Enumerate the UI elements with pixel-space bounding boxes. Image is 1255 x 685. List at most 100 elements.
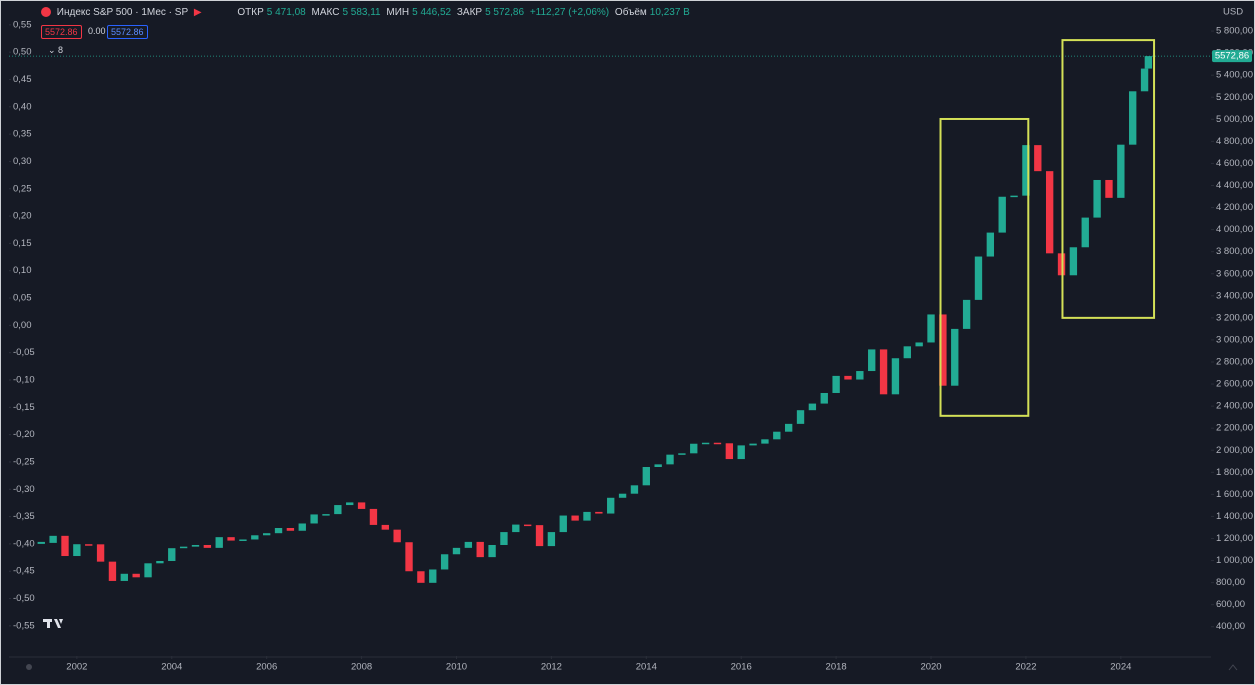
y2-tick-label: -0,20 [13, 429, 35, 440]
y-tick-label: 2 600,00 [1216, 379, 1253, 390]
y2-tick-label: 0,10 [13, 265, 32, 276]
y-tick-label: 2 200,00 [1216, 423, 1253, 434]
candle [879, 349, 888, 395]
candle [832, 375, 840, 393]
high-label: МАКС [311, 7, 340, 18]
candle [1140, 68, 1149, 92]
y-tick-label: 3 000,00 [1216, 334, 1253, 345]
candle [761, 439, 769, 444]
y-tick-label: 2 400,00 [1216, 401, 1253, 412]
indicator-toggle[interactable]: ⌄ 8 [48, 45, 64, 55]
close: 5 572,86 [485, 7, 525, 18]
candle [986, 232, 995, 257]
y-tick-label: 1 800,00 [1216, 467, 1253, 478]
candle [868, 349, 876, 372]
candle [701, 442, 710, 445]
change: +112,27 (+2,06%) [529, 7, 610, 18]
volume-label: Объём [614, 7, 647, 18]
candle [773, 431, 781, 440]
candle [476, 541, 484, 558]
y2-tick-label: -0,55 [13, 620, 35, 631]
candle [132, 573, 140, 578]
y-tick-label: 5 000,00 [1216, 114, 1253, 125]
candle [357, 502, 366, 509]
candle [203, 544, 212, 548]
candle [820, 392, 828, 404]
candle [1010, 195, 1018, 198]
candle [73, 544, 81, 557]
volume: 10,237 B [649, 7, 690, 18]
candle [464, 541, 473, 548]
x-tick-label: 2014 [636, 662, 657, 673]
y2-tick-label: 0,45 [13, 74, 32, 85]
y-tick-label: 1 000,00 [1216, 555, 1253, 566]
candle [749, 443, 757, 446]
x-tick-label: 2016 [731, 662, 752, 673]
candle [191, 544, 200, 547]
candle [547, 532, 556, 547]
candle [939, 314, 947, 386]
candle [618, 493, 627, 498]
candle [654, 464, 662, 468]
x-tick-label: 2018 [826, 662, 847, 673]
y-tick-label: 400,00 [1216, 621, 1245, 632]
candle [1069, 247, 1078, 276]
candle [429, 569, 437, 583]
candle [156, 560, 164, 564]
candle [488, 544, 496, 558]
symbol[interactable]: Индекс S&P 500 · 1Мес · SP [56, 7, 189, 18]
y-tick-label: 4 200,00 [1216, 202, 1253, 213]
badge[interactable]: 5572.86 [107, 25, 148, 39]
badge: 0.00 [88, 26, 106, 36]
candle [227, 537, 235, 541]
y-tick-label: 1 600,00 [1216, 489, 1253, 500]
candle [713, 442, 722, 445]
close-label: ЗАКР [456, 7, 483, 18]
scroll-arrow[interactable] [1228, 664, 1238, 671]
candle [1034, 145, 1042, 172]
candle [215, 537, 223, 548]
candle [903, 346, 911, 359]
candle [1144, 56, 1153, 69]
y2-tick-label: -0,35 [13, 511, 35, 522]
candle [1129, 91, 1137, 145]
candle [120, 573, 128, 581]
candle [583, 511, 591, 521]
y-tick-label: 1 400,00 [1216, 511, 1253, 522]
candle [500, 532, 508, 545]
x-tick-label: 2004 [161, 662, 182, 673]
candle [96, 544, 105, 562]
y2-tick-label: -0,05 [13, 347, 35, 358]
y2-tick-label: 0,35 [13, 129, 32, 140]
y-tick-label: 3 800,00 [1216, 246, 1253, 257]
low: 5 446,52 [412, 7, 452, 18]
candle [915, 342, 923, 347]
scroll-dot [26, 664, 32, 670]
y2-tick-label: 0,30 [13, 156, 32, 167]
candle [108, 561, 117, 581]
badge[interactable]: 5572.86 [41, 25, 82, 39]
y-tick-label: 3 200,00 [1216, 312, 1253, 323]
candle [595, 511, 603, 514]
symbol-header: Индекс S&P 500 · 1Мес · SP ▶ ОТКР 5 471,0… [41, 7, 693, 18]
candle [796, 410, 805, 424]
candle [85, 544, 93, 546]
y2-tick-label: -0,30 [13, 484, 35, 495]
y2-tick-label: 0,00 [13, 320, 32, 331]
y2-tick-label: 0,50 [13, 47, 32, 58]
candle [1081, 217, 1089, 248]
x-tick-label: 2002 [66, 662, 87, 673]
candle [951, 328, 959, 386]
candle [49, 535, 57, 543]
y-tick-label: 4 600,00 [1216, 158, 1253, 169]
candle [535, 525, 544, 547]
open-label: ОТКР [237, 7, 264, 18]
indicator-count: 8 [58, 45, 64, 55]
y-tick-label: 2 800,00 [1216, 357, 1253, 368]
candle [512, 524, 520, 533]
candle [61, 535, 69, 557]
candle [1117, 144, 1125, 198]
candle [725, 443, 734, 460]
candle [962, 299, 971, 329]
